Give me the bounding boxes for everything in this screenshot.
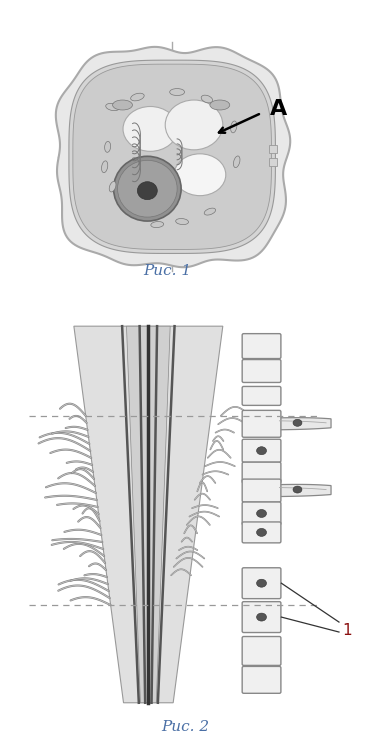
FancyBboxPatch shape <box>242 410 281 437</box>
FancyBboxPatch shape <box>242 386 281 405</box>
Text: Рис. 2: Рис. 2 <box>161 720 209 733</box>
Ellipse shape <box>170 89 185 95</box>
FancyBboxPatch shape <box>242 360 281 383</box>
Polygon shape <box>92 224 100 231</box>
Bar <box>269 145 278 153</box>
Polygon shape <box>279 484 331 497</box>
FancyBboxPatch shape <box>242 636 281 665</box>
Polygon shape <box>245 224 252 231</box>
Ellipse shape <box>230 121 237 133</box>
Ellipse shape <box>131 93 144 101</box>
Ellipse shape <box>257 510 267 518</box>
Ellipse shape <box>123 107 178 151</box>
Polygon shape <box>127 326 170 703</box>
Ellipse shape <box>118 160 177 217</box>
Ellipse shape <box>105 142 111 152</box>
Ellipse shape <box>257 447 267 455</box>
Ellipse shape <box>204 208 216 215</box>
FancyBboxPatch shape <box>242 502 281 525</box>
Ellipse shape <box>109 181 116 192</box>
FancyBboxPatch shape <box>242 463 281 483</box>
Ellipse shape <box>201 95 212 103</box>
FancyBboxPatch shape <box>242 439 281 463</box>
FancyBboxPatch shape <box>242 601 281 633</box>
Ellipse shape <box>113 100 132 110</box>
Ellipse shape <box>138 182 157 200</box>
Ellipse shape <box>293 419 302 426</box>
Bar <box>269 158 278 166</box>
FancyBboxPatch shape <box>242 479 281 502</box>
Ellipse shape <box>165 100 223 150</box>
Polygon shape <box>73 64 272 249</box>
Ellipse shape <box>151 222 164 228</box>
FancyBboxPatch shape <box>242 333 281 359</box>
FancyBboxPatch shape <box>242 568 281 598</box>
Ellipse shape <box>257 613 267 621</box>
Ellipse shape <box>106 104 120 110</box>
Ellipse shape <box>210 100 230 110</box>
Text: 1: 1 <box>342 623 352 638</box>
Polygon shape <box>279 418 331 430</box>
Polygon shape <box>74 326 223 703</box>
Ellipse shape <box>102 161 108 172</box>
Ellipse shape <box>174 154 226 195</box>
Polygon shape <box>92 82 100 90</box>
Ellipse shape <box>293 486 302 493</box>
Text: Рис. 1: Рис. 1 <box>143 264 191 278</box>
Ellipse shape <box>176 219 189 225</box>
Polygon shape <box>56 47 290 267</box>
FancyBboxPatch shape <box>242 666 281 693</box>
Ellipse shape <box>257 579 267 587</box>
Ellipse shape <box>114 157 181 221</box>
Polygon shape <box>245 82 252 90</box>
Text: A: A <box>269 99 287 119</box>
Ellipse shape <box>234 156 240 168</box>
Polygon shape <box>69 60 276 254</box>
Ellipse shape <box>257 528 267 536</box>
FancyBboxPatch shape <box>242 522 281 543</box>
